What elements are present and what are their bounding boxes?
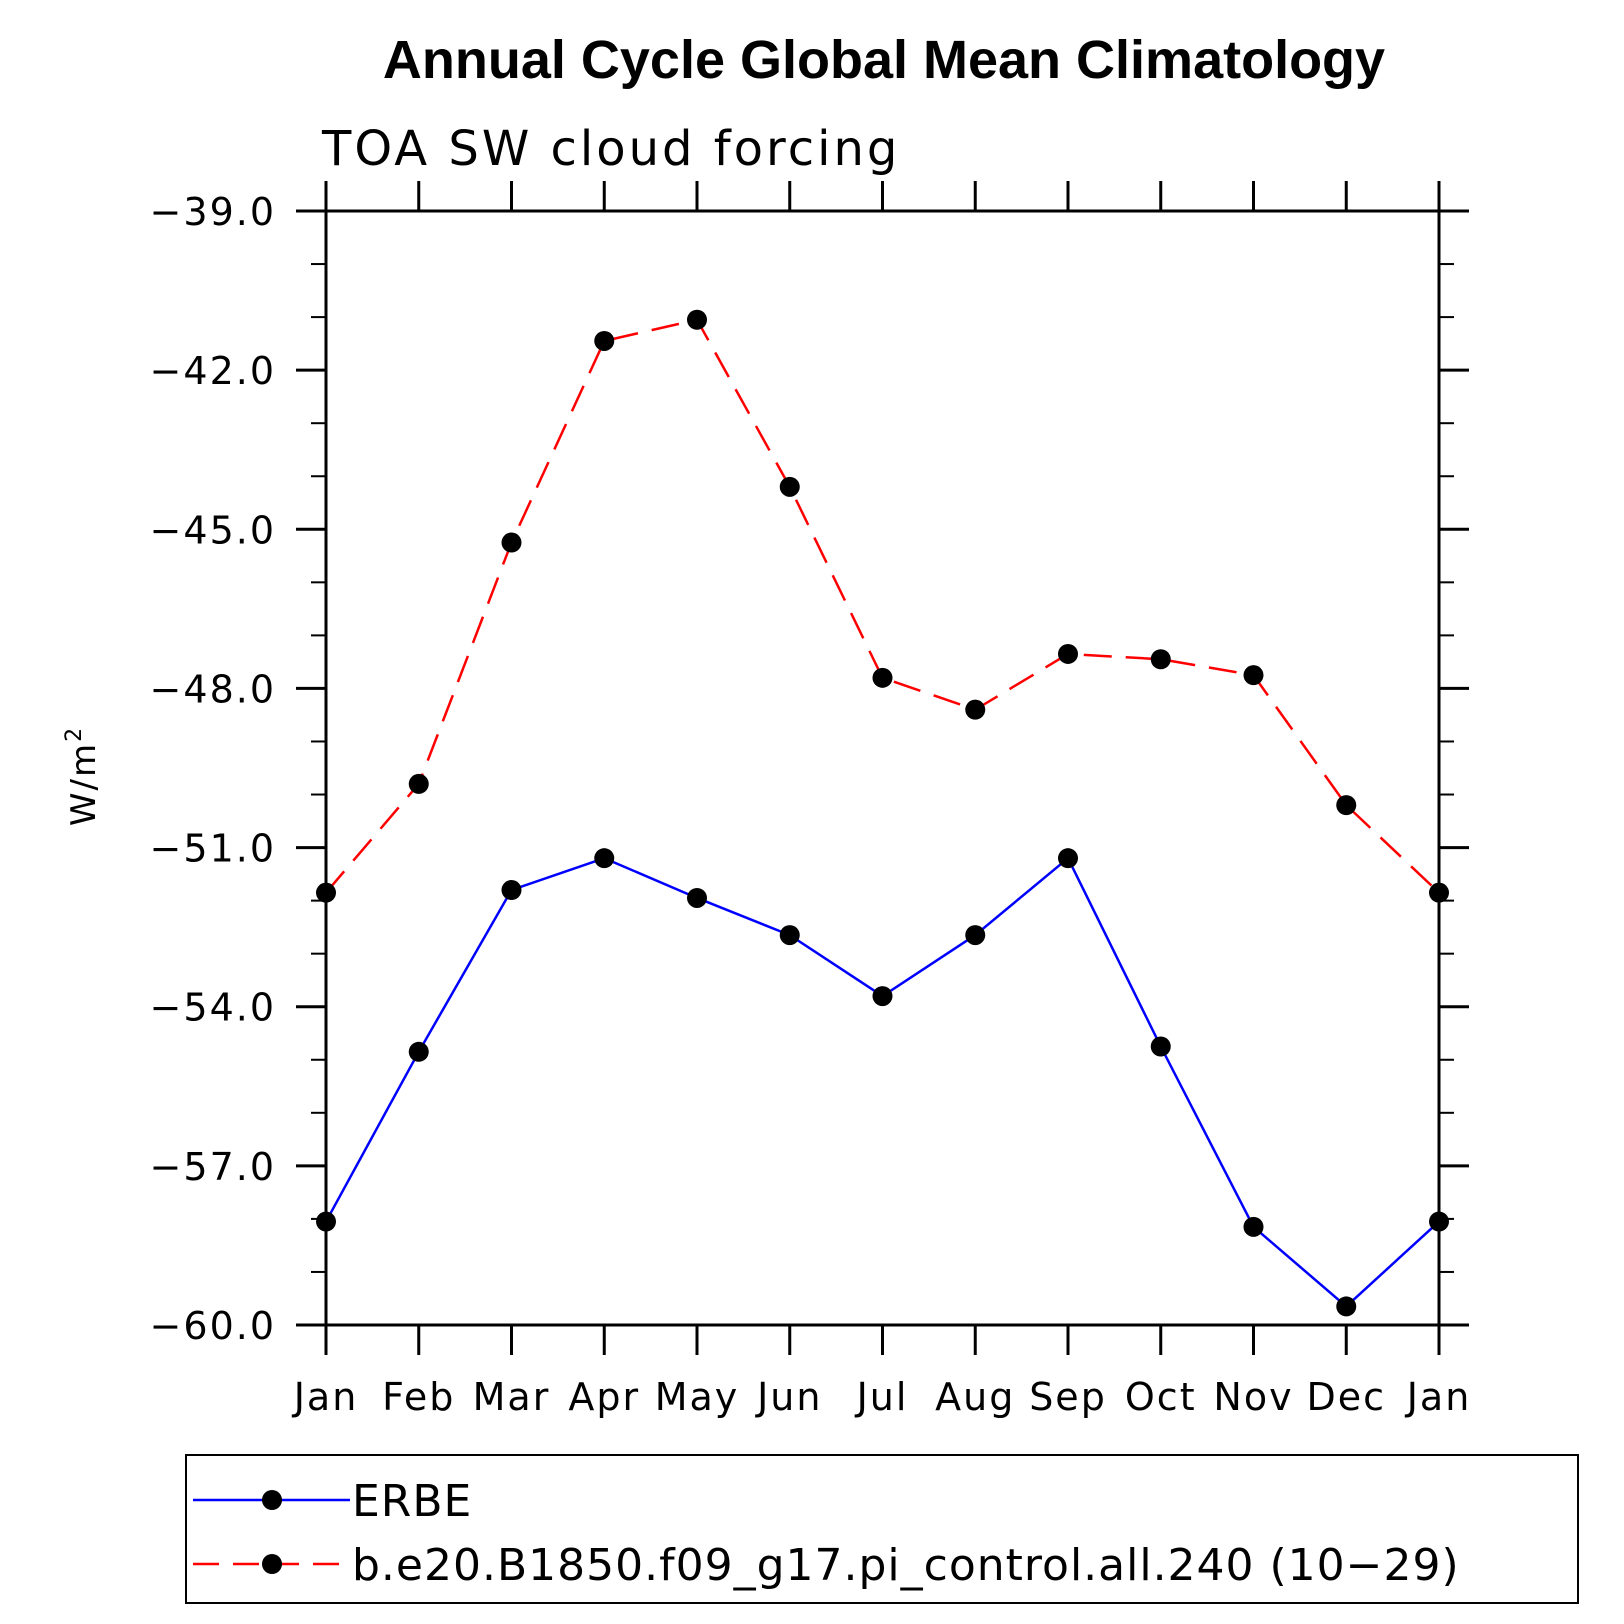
data-point: [687, 887, 707, 908]
data-point: [1058, 848, 1078, 869]
data-point: [1429, 1211, 1449, 1232]
data-point: [1058, 643, 1078, 664]
chart-subtitle: TOA SW cloud forcing: [321, 121, 900, 177]
x-tick-label: Sep: [1029, 1375, 1107, 1419]
series-line: [325, 318, 1440, 894]
series-line: [324, 856, 1440, 1309]
data-point: [594, 848, 615, 869]
series-layer: [316, 309, 1449, 1317]
data-point: [965, 699, 986, 720]
y-tick-label: −39.0: [150, 190, 276, 234]
x-tick-label: Jul: [855, 1375, 909, 1419]
data-point: [965, 925, 986, 946]
data-point: [1429, 882, 1449, 903]
data-point: [687, 309, 707, 330]
legend-box: [185, 1454, 1579, 1604]
legend: ERBE b.e20.B1850.f09_g17.pi_control.all.2…: [185, 1454, 1579, 1604]
y-tick-label: −54.0: [150, 986, 276, 1030]
y-tick-label: −60.0: [150, 1304, 276, 1348]
x-tick-label: May: [655, 1375, 740, 1419]
x-tick-label: Feb: [382, 1375, 455, 1419]
data-point: [1336, 795, 1357, 816]
x-tick-label: Aug: [935, 1375, 1015, 1419]
data-point: [1150, 649, 1171, 670]
x-tick-label: Nov: [1213, 1375, 1293, 1419]
y-tick-label: −51.0: [150, 827, 276, 871]
data-point: [872, 667, 893, 688]
data-point: [408, 1041, 429, 1062]
data-point: [316, 882, 336, 903]
data-point: [501, 532, 522, 553]
chart-title: Annual Cycle Global Mean Climatology: [383, 30, 1385, 90]
y-axis-label: W/m2: [62, 726, 104, 826]
x-tick-label: Mar: [473, 1375, 551, 1419]
legend-marker: [262, 1490, 282, 1510]
legend-label: b.e20.B1850.f09_g17.pi_control.all.240 (…: [352, 1540, 1460, 1591]
data-point: [779, 925, 800, 946]
data-point: [316, 1211, 336, 1232]
y-tick-label: −48.0: [150, 667, 276, 711]
y-axis-label-superscript: 2: [62, 726, 87, 742]
x-tick-label: Jan: [1405, 1375, 1472, 1419]
data-point: [408, 773, 429, 794]
data-point: [1336, 1296, 1357, 1317]
x-tick-label: Oct: [1125, 1375, 1197, 1419]
legend-marker: [262, 1554, 282, 1574]
data-point: [1243, 1216, 1264, 1237]
data-point: [1150, 1036, 1171, 1057]
data-point: [594, 330, 615, 351]
data-point: [779, 476, 800, 497]
y-axis-label-unit: W/m: [64, 742, 104, 826]
y-tick-label: −57.0: [150, 1145, 276, 1189]
data-point: [501, 880, 522, 901]
data-point: [872, 986, 893, 1007]
x-tick-label: Apr: [568, 1375, 640, 1419]
data-point: [1243, 665, 1264, 686]
plot-frame: [324, 209, 1441, 1327]
y-tick-label: −42.0: [150, 349, 276, 393]
x-tick-label: Jun: [755, 1375, 822, 1419]
y-tick-label: −45.0: [150, 508, 276, 552]
x-tick-label: Dec: [1306, 1375, 1386, 1419]
legend-label: ERBE: [352, 1476, 472, 1527]
x-tick-label: Jan: [292, 1375, 359, 1419]
axes: −39.0 −42.0 −45.0 −48.0 −51.0 −54.0 −57.0 −60.0…: [150, 181, 1472, 1419]
